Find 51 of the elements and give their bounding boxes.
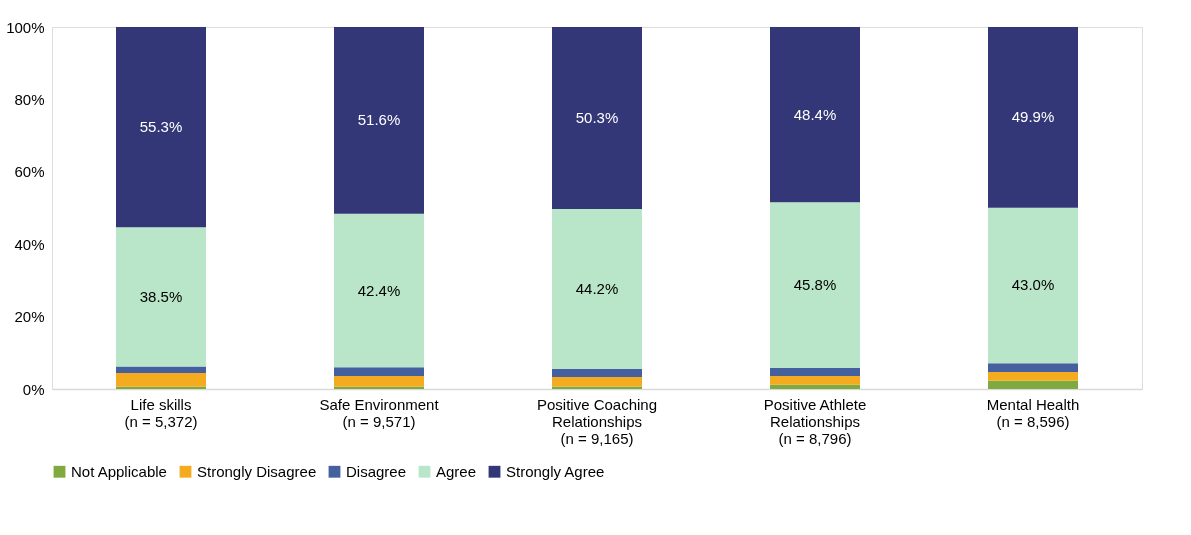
legend-label: Disagree: [346, 462, 407, 480]
bar: [116, 373, 206, 387]
bar: [988, 27, 1078, 208]
y-tick-label: 60%: [14, 163, 45, 181]
data-label: 50.3%: [575, 109, 619, 127]
legend-label: Strongly Disagree: [197, 462, 317, 480]
data-label: 44.2%: [575, 280, 619, 298]
bar: [552, 369, 642, 378]
data-label: 55.3%: [139, 118, 183, 136]
x-tick-label: Mental Health (n = 8,596): [986, 395, 1080, 430]
bar: [770, 27, 860, 203]
y-tick-label: 40%: [14, 235, 45, 253]
bar: [334, 27, 424, 214]
bar: [770, 375, 860, 385]
bar: [116, 227, 206, 367]
bar: [988, 380, 1078, 389]
data-label: 42.4%: [357, 281, 401, 299]
y-tick-label: 0%: [22, 380, 45, 398]
data-label: 51.6%: [357, 111, 401, 129]
y-tick-label: 20%: [14, 308, 45, 326]
bar: [988, 371, 1078, 381]
x-tick-label: Safe Environment (n = 9,571): [319, 395, 440, 430]
x-tick-label: Positive Athlete Relationships (n = 8,796): [763, 395, 867, 447]
bar: [988, 363, 1078, 372]
legend-label: Not Applicable: [71, 462, 167, 480]
bar: [334, 386, 424, 389]
data-label: 38.5%: [139, 287, 183, 305]
legend-label: Strongly Agree: [506, 462, 605, 480]
bar: [552, 209, 642, 370]
data-label: 43.0%: [1011, 276, 1055, 294]
bar: [116, 27, 206, 228]
x-tick-label: Life skills (n = 5,372): [124, 395, 198, 430]
bar: [334, 375, 424, 387]
bar: [334, 367, 424, 376]
y-tick-label: 100%: [6, 18, 45, 36]
y-tick-label: 80%: [14, 90, 45, 108]
data-label: 49.9%: [1011, 108, 1055, 126]
bar: [770, 384, 860, 389]
bar: [116, 366, 206, 374]
bar: [988, 207, 1078, 364]
bar: [770, 368, 860, 376]
x-tick-label: Positive Coaching Relationships (n = 9,165): [536, 395, 658, 447]
data-label: 45.8%: [793, 276, 837, 294]
legend-label: Agree: [436, 462, 477, 480]
bar: [770, 202, 860, 368]
bar: [552, 377, 642, 387]
data-label: 48.4%: [793, 105, 837, 123]
bar: [116, 386, 206, 389]
bar: [552, 386, 642, 389]
bar: [552, 27, 642, 210]
bar: [334, 213, 424, 368]
